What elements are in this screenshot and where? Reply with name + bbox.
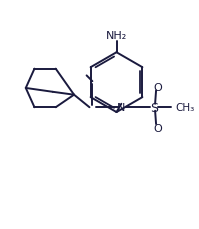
Text: O: O — [154, 83, 162, 93]
Text: S: S — [150, 101, 158, 114]
Text: N: N — [117, 103, 126, 113]
Text: CH₃: CH₃ — [175, 103, 195, 113]
Text: O: O — [154, 123, 162, 133]
Text: NH₂: NH₂ — [106, 30, 127, 41]
